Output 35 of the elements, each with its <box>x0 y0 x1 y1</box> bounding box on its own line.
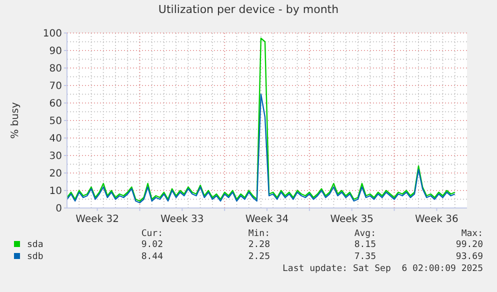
text: Cur: <box>141 229 163 239</box>
x-tick-label: Week 34 <box>245 214 289 225</box>
y-tick-label: 20 <box>49 168 62 180</box>
x-tick-label: Week 35 <box>330 214 374 225</box>
y-tick-label: 10 <box>49 186 62 197</box>
y-tick-label: 90 <box>49 46 62 57</box>
text: 2.28 <box>248 240 270 250</box>
text: 7.35 <box>354 252 376 262</box>
text: 8.15 <box>354 240 376 250</box>
line-series <box>66 94 456 204</box>
y-tick-label: 40 <box>49 134 62 144</box>
y-tick-label: 70 <box>49 81 62 92</box>
legend-label: sdb <box>27 252 44 262</box>
y-tick-label: 100 <box>42 28 62 40</box>
text: 99.20 <box>456 240 483 250</box>
text: 8.44 <box>141 252 163 262</box>
text: 93.69 <box>456 252 483 262</box>
x-tick-label: Week 32 <box>76 214 119 225</box>
line-series <box>66 38 456 202</box>
legend-label: sda <box>27 240 44 250</box>
y-axis-title: % busy <box>10 102 21 139</box>
y-tick-label: 0 <box>56 204 62 214</box>
text: Last update: Sat Sep 6 02:00:09 2025 <box>282 264 483 274</box>
x-tick-label: Week 36 <box>415 214 458 225</box>
text: Avg: <box>354 229 376 239</box>
text: 9.02 <box>141 240 163 250</box>
chart-title: Utilization per device - by month <box>158 3 339 16</box>
text: Min: <box>248 229 270 239</box>
y-tick-label: 50 <box>49 116 62 127</box>
y-tick-label: 30 <box>49 151 62 162</box>
y-tick-label: 60 <box>49 98 62 110</box>
text: 2.25 <box>248 252 270 262</box>
y-tick-label: 80 <box>49 64 62 74</box>
x-tick-label: Week 33 <box>160 214 204 225</box>
text: Max: <box>461 229 483 239</box>
